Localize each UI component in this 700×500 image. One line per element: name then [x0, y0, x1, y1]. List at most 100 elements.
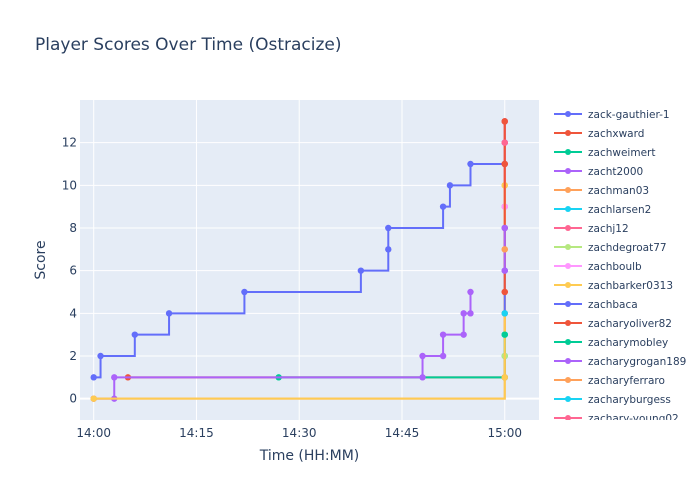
y-tick-label: 0: [69, 392, 77, 406]
legend-item[interactable]: zacharyferraro: [554, 375, 665, 387]
legend-marker-swatch: [565, 206, 571, 212]
legend-label: zachxward: [588, 128, 644, 140]
legend-item[interactable]: zacharyoliver82: [554, 318, 672, 330]
legend-item[interactable]: zachbarker0313: [554, 280, 673, 292]
y-tick-label: 6: [69, 264, 77, 278]
ticks: 14:00 14:15 14:30 14:45 15:00 0 2 4 6 8 10 12: [62, 136, 522, 440]
data-point: [501, 160, 508, 168]
y-axis-title: Score: [33, 240, 49, 279]
legend-label: zachbaca: [588, 299, 638, 311]
legend-item[interactable]: zachj12: [554, 223, 629, 235]
data-point: [90, 395, 97, 402]
legend-item[interactable]: zachman03: [554, 185, 649, 197]
data-point: [501, 374, 508, 381]
legend-item[interactable]: zack-gauthier-1: [554, 109, 670, 121]
series-zacharyferraro: [501, 246, 508, 253]
data-point: [501, 310, 508, 317]
x-tick-label: 14:00: [76, 426, 111, 440]
legend[interactable]: zack-gauthier-1 zachxward zachweimert zacht…: [554, 109, 686, 425]
x-tick-label: 14:30: [282, 426, 317, 440]
x-axis-title: Time (HH:MM): [259, 448, 360, 464]
legend-label: zacharyferraro: [588, 375, 665, 387]
series-zack-gauthier-1: [90, 118, 508, 381]
legend-marker-swatch: [565, 377, 571, 383]
legend-item[interactable]: zachdegroat77: [554, 242, 667, 254]
y-tick-label: 2: [69, 349, 77, 363]
x-tick-label: 15:00: [487, 426, 522, 440]
data-point: [97, 352, 104, 360]
legend-marker-swatch: [565, 339, 571, 345]
legend-marker-swatch: [565, 149, 571, 155]
plot-area: [80, 100, 539, 420]
legend-label: zachbarker0313: [588, 280, 673, 292]
legend-label: zacharymobley: [588, 337, 668, 349]
legend-item[interactable]: zachary-young02: [554, 413, 679, 425]
legend-label: zachdegroat77: [588, 242, 667, 254]
legend-marker-swatch: [565, 244, 571, 250]
x-tick-label: 14:45: [385, 426, 420, 440]
y-tick-label: 10: [62, 178, 77, 192]
data-point: [501, 267, 508, 274]
data-point: [439, 352, 447, 360]
legend-marker-swatch: [565, 187, 571, 193]
legend-item[interactable]: zacharyburgess: [554, 394, 671, 406]
legend-label: zacharyburgess: [588, 394, 671, 406]
y-tick-label: 4: [69, 306, 77, 320]
data-point: [165, 310, 173, 317]
legend-marker-swatch: [565, 358, 571, 364]
legend-marker-swatch: [565, 263, 571, 269]
legend-label: zacharyoliver82: [588, 318, 672, 330]
legend-label: zachweimert: [588, 147, 655, 159]
data-point: [439, 203, 447, 210]
data-point: [131, 331, 139, 338]
x-tick-label: 14:15: [179, 426, 214, 440]
legend-marker-swatch: [565, 301, 571, 307]
data-point: [241, 288, 248, 296]
data-point: [501, 331, 508, 338]
y-tick-label: 8: [69, 221, 77, 235]
data-point: [467, 288, 474, 296]
legend-marker-swatch: [565, 130, 571, 136]
data-point: [460, 310, 467, 317]
data-point: [460, 331, 467, 338]
data-point: [385, 224, 392, 232]
legend-marker-swatch: [565, 396, 571, 402]
legend-item[interactable]: zacharymobley: [554, 337, 668, 349]
series-zachary-young02: [501, 139, 508, 146]
legend-label: zachman03: [588, 185, 649, 197]
data-point: [446, 182, 454, 189]
data-point: [501, 288, 508, 296]
data-point: [439, 331, 447, 338]
data-point: [419, 374, 426, 381]
legend-marker-swatch: [565, 168, 571, 174]
y-tick-label: 12: [62, 136, 77, 150]
data-point: [467, 160, 474, 168]
data-point: [501, 246, 508, 253]
data-point: [501, 139, 508, 146]
legend-label: zachboulb: [588, 261, 642, 273]
legend-marker-swatch: [565, 282, 571, 288]
legend-marker-swatch: [565, 111, 571, 117]
legend-label: zachlarsen2: [588, 204, 651, 216]
legend-item[interactable]: zacharygrogan189: [554, 356, 686, 368]
series-zacharymobley: [501, 331, 508, 338]
legend-item[interactable]: zachbaca: [554, 299, 638, 311]
data-point: [501, 224, 508, 232]
legend-marker-swatch: [565, 415, 571, 420]
legend-item[interactable]: zachxward: [554, 128, 644, 140]
series-line: [93, 121, 506, 379]
legend-item[interactable]: zacht2000: [554, 166, 643, 178]
legend-label: zacht2000: [588, 166, 643, 178]
legend-label: zachj12: [588, 223, 629, 235]
data-point: [357, 267, 365, 274]
series-zacharyburgess: [501, 310, 508, 317]
legend-item[interactable]: zachboulb: [554, 261, 642, 273]
chart-title: Player Scores Over Time (Ostracize): [35, 35, 342, 55]
data-point: [111, 374, 118, 381]
legend-item[interactable]: zachlarsen2: [554, 204, 651, 216]
legend-item[interactable]: zachweimert: [554, 147, 655, 159]
series-layer: [90, 118, 508, 402]
data-point: [90, 374, 97, 381]
legend-label: zachary-young02: [588, 413, 679, 425]
